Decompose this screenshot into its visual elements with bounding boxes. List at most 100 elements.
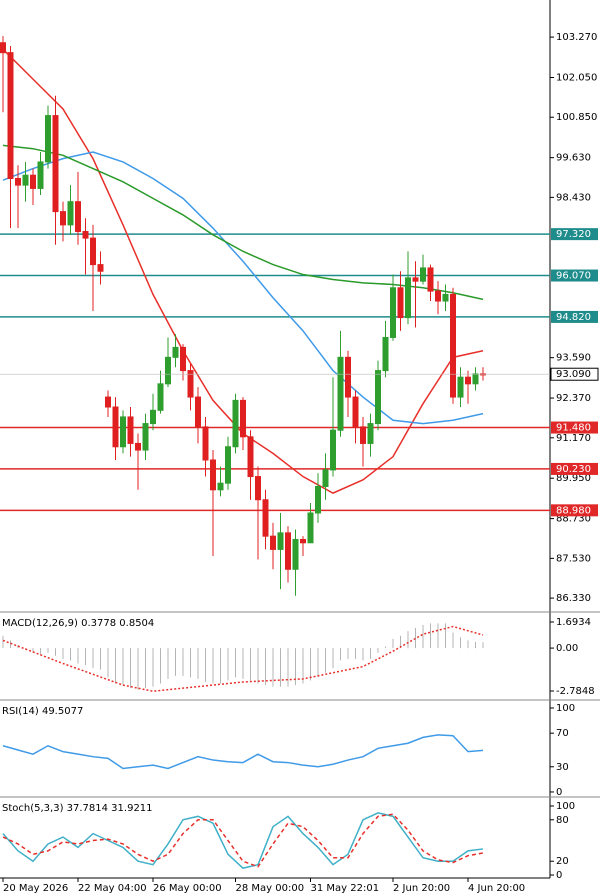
indicator-line	[2, 151, 484, 425]
candle-body	[457, 376, 464, 398]
indicator-line	[2, 625, 484, 692]
y-tick-label: 93.590	[556, 353, 591, 364]
y-tick-label: 89.950	[556, 473, 591, 484]
y-tick-label: 98.430	[556, 192, 591, 203]
candle-body	[352, 396, 359, 428]
candle-body	[337, 356, 344, 431]
candle-body	[37, 161, 44, 189]
candle-body	[60, 211, 66, 226]
candle-body	[232, 399, 239, 448]
level-label-box	[551, 228, 598, 241]
y-tick-label: 1.6934	[556, 617, 591, 628]
level-label-box	[551, 269, 598, 282]
indicator-line	[2, 734, 484, 770]
candle-body	[15, 178, 21, 186]
candle-body	[210, 459, 216, 491]
candle-body	[442, 293, 449, 302]
x-tick-label: 28 May 00:00	[236, 883, 305, 894]
candle-body	[180, 346, 186, 372]
y-tick-label: 100	[556, 801, 575, 812]
candle-body	[390, 287, 396, 338]
y-tick-label: 30	[556, 762, 569, 773]
candle-body	[120, 416, 126, 448]
candle-body	[240, 399, 246, 438]
candle-body	[112, 406, 119, 448]
x-tick-label: 31 May 22:01	[311, 883, 380, 894]
y-tick-label: 87.530	[556, 553, 591, 564]
candle-body	[405, 277, 411, 319]
candle-body	[105, 396, 111, 408]
x-tick-label: 20 May 2026	[3, 883, 68, 894]
level-label: 91.480	[556, 423, 591, 434]
y-tick-label: 0	[556, 787, 562, 798]
x-tick-label: 2 Jun 20:00	[393, 883, 450, 894]
candle-body	[360, 426, 366, 444]
candle-body	[367, 423, 374, 444]
candle-body	[450, 293, 456, 398]
indicator-line	[2, 144, 484, 301]
candle-body	[127, 416, 134, 444]
candle-body	[22, 174, 29, 186]
current-price-label: 93.090	[556, 369, 591, 380]
candle-body	[262, 499, 269, 537]
candle-body	[202, 426, 209, 461]
level-label-box	[551, 504, 598, 517]
current-price-box	[550, 367, 599, 381]
level-label: 90.230	[556, 464, 591, 475]
candle-body	[345, 356, 351, 398]
candle-body	[75, 201, 81, 232]
candle-body	[255, 476, 261, 501]
y-tick-label: 70	[556, 728, 569, 739]
y-tick-label: 99.630	[556, 153, 591, 164]
candle-body	[285, 532, 291, 570]
y-tick-label: 92.370	[556, 393, 591, 404]
y-tick-label: 80	[556, 815, 569, 826]
candle-body	[307, 512, 314, 544]
candle-body	[45, 115, 51, 163]
candle-body	[52, 115, 59, 213]
candle-body	[382, 336, 389, 372]
candle-body	[195, 396, 201, 428]
candle-body	[427, 267, 434, 292]
candle-body	[225, 446, 231, 484]
candle-body	[187, 370, 194, 398]
indicator-title: RSI(14) 49.5077	[2, 706, 83, 717]
candle-body	[150, 409, 156, 425]
candle-body	[397, 287, 404, 319]
y-tick-label: 100.850	[556, 112, 597, 123]
candle-body	[420, 267, 426, 282]
level-label-box	[551, 462, 598, 475]
candle-body	[412, 277, 419, 282]
candle-body	[142, 423, 149, 451]
candle-body	[30, 174, 36, 189]
candle-body	[247, 436, 254, 478]
level-label: 94.820	[556, 312, 591, 323]
x-tick-label: 4 Jun 20:00	[468, 883, 525, 894]
candle-body	[0, 42, 6, 54]
level-label: 88.980	[556, 505, 591, 516]
candle-body	[90, 237, 96, 266]
y-tick-label: 102.050	[556, 72, 597, 83]
candle-body	[292, 538, 299, 570]
level-label-box	[551, 310, 598, 323]
indicator-line	[2, 813, 484, 868]
y-tick-label: 0	[556, 870, 562, 881]
level-label: 97.320	[556, 229, 591, 240]
y-tick-label: 0.00	[556, 643, 578, 654]
candle-body	[315, 485, 321, 514]
y-tick-label: 100	[556, 703, 575, 714]
candle-body	[465, 376, 471, 385]
candle-body	[300, 538, 306, 544]
candle-body	[330, 429, 336, 471]
y-tick-label: 103.270	[556, 32, 597, 43]
candle-body	[217, 482, 224, 491]
candle-body	[7, 52, 14, 179]
candle-body	[435, 290, 441, 302]
indicator-title: Stoch(5,3,3) 37.7814 31.9211	[2, 803, 153, 814]
candle-body	[322, 469, 329, 487]
y-tick-label: 20	[556, 856, 569, 867]
level-label: 96.070	[556, 271, 591, 282]
x-tick-label: 26 May 00:00	[153, 883, 222, 894]
